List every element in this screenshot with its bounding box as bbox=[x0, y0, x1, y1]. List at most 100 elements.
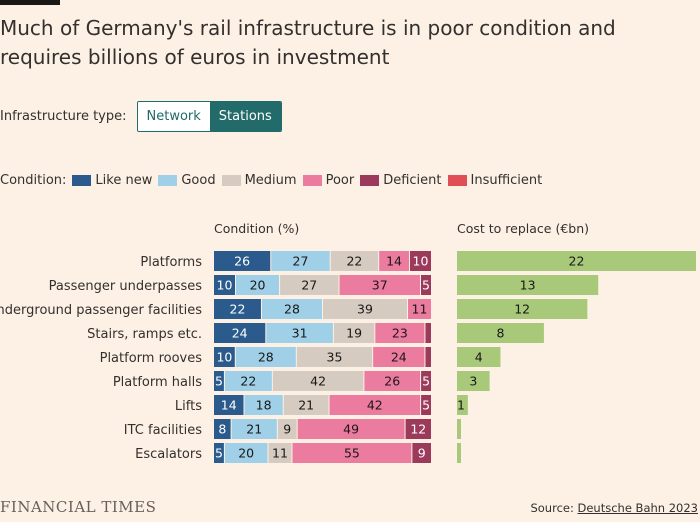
condition-bar-lifts-poor bbox=[329, 395, 421, 415]
condition-bar-stairs-ramps-etc-good bbox=[266, 323, 333, 343]
condition-bar-passenger-underpasses-good bbox=[236, 275, 280, 295]
condition-bar-platform-halls-like-new bbox=[214, 371, 224, 391]
legend-swatch bbox=[221, 174, 241, 186]
condition-bar-platform-rooves-good bbox=[235, 347, 296, 367]
condition-bar-underground-passenger-facilities-medium bbox=[323, 299, 408, 319]
infrastructure-type-label: Infrastructure type: bbox=[0, 108, 127, 124]
cost-value-label: 12 bbox=[514, 302, 530, 317]
condition-value-label: 5 bbox=[215, 374, 223, 389]
condition-bar-escalators-deficient bbox=[412, 443, 431, 463]
condition-value-label: 19 bbox=[346, 326, 362, 341]
condition-bar-platform-rooves-like-new bbox=[214, 347, 235, 367]
condition-value-label: 28 bbox=[258, 350, 274, 365]
infrastructure-toggle: Network Stations bbox=[136, 100, 282, 132]
cost-bar-itc-facilities bbox=[457, 419, 461, 439]
condition-bar-passenger-underpasses-deficient bbox=[420, 275, 431, 295]
condition-value-label: 24 bbox=[232, 326, 248, 341]
condition-bar-escalators-good bbox=[224, 443, 268, 463]
condition-bar-platform-halls-deficient bbox=[421, 371, 431, 391]
condition-value-label: 5 bbox=[422, 278, 430, 293]
legend-title: Condition: bbox=[0, 172, 67, 188]
condition-value-label: 42 bbox=[310, 374, 326, 389]
cost-bar-platform-rooves bbox=[457, 347, 501, 367]
condition-chart-title: Condition (%) bbox=[214, 221, 299, 236]
cost-bar-passenger-underpasses bbox=[457, 275, 599, 295]
condition-value-label: 5 bbox=[215, 446, 223, 461]
legend-swatch bbox=[72, 174, 92, 186]
cost-value-label: 22 bbox=[569, 254, 585, 269]
condition-value-label: 9 bbox=[283, 422, 291, 437]
cost-value-label: 3 bbox=[469, 374, 477, 389]
source-link[interactable]: Deutsche Bahn 2023 bbox=[577, 501, 699, 515]
cost-bar-platform-halls bbox=[457, 371, 490, 391]
condition-value-label: 39 bbox=[357, 302, 373, 317]
condition-bar-stairs-ramps-etc-poor bbox=[375, 323, 425, 343]
condition-value-label: 5 bbox=[422, 398, 430, 413]
cost-chart-title: Cost to replace (€bn) bbox=[457, 221, 589, 236]
condition-value-label: 8 bbox=[218, 422, 226, 437]
ft-logo: FINANCIAL TIMES bbox=[0, 498, 157, 516]
condition-bar-itc-facilities-deficient bbox=[405, 419, 431, 439]
condition-value-label: 9 bbox=[418, 446, 426, 461]
condition-value-label: 23 bbox=[392, 326, 408, 341]
cost-value-label: 4 bbox=[475, 350, 483, 365]
source-prefix: Source: bbox=[530, 501, 578, 515]
condition-bar-passenger-underpasses-medium bbox=[280, 275, 339, 295]
cost-bar-escalators bbox=[457, 443, 461, 463]
legend-item-good: Good bbox=[158, 173, 216, 188]
toggle-stations-button[interactable]: Stations bbox=[209, 101, 281, 131]
condition-value-label: 35 bbox=[327, 350, 343, 365]
condition-bar-itc-facilities-medium bbox=[277, 419, 297, 439]
cost-bar-lifts bbox=[457, 395, 468, 415]
legend-swatch bbox=[360, 174, 380, 186]
category-label-escalators: Escalators bbox=[135, 447, 202, 462]
condition-value-label: 31 bbox=[292, 326, 308, 341]
condition-value-label: 28 bbox=[284, 302, 300, 317]
condition-value-label: 21 bbox=[298, 398, 314, 413]
legend-label: Like new bbox=[95, 172, 153, 188]
condition-bar-escalators-like-new bbox=[214, 443, 224, 463]
condition-value-label: 22 bbox=[240, 374, 256, 389]
condition-bar-platform-halls-good bbox=[224, 371, 272, 391]
condition-value-label: 14 bbox=[386, 254, 402, 269]
chart-title: Much of Germany's rail infrastructure is… bbox=[0, 16, 616, 69]
legend-item-insufficient: Insufficient bbox=[447, 173, 542, 188]
condition-legend: Condition: Like new Good Medium Poor Def… bbox=[0, 171, 548, 189]
category-label-passenger-underpasses: Passenger underpasses bbox=[49, 279, 203, 294]
cost-value-label: 8 bbox=[496, 326, 504, 341]
condition-value-label: 10 bbox=[217, 278, 233, 293]
condition-bar-stairs-ramps-etc-deficient bbox=[425, 323, 431, 343]
legend-label: Medium bbox=[244, 172, 297, 188]
condition-value-label: 27 bbox=[301, 278, 317, 293]
condition-value-label: 24 bbox=[391, 350, 407, 365]
condition-bar-lifts-deficient bbox=[421, 395, 431, 415]
condition-bar-platform-halls-poor bbox=[364, 371, 421, 391]
condition-value-label: 55 bbox=[344, 446, 360, 461]
toggle-network-button[interactable]: Network bbox=[137, 101, 210, 131]
legend-item-like-new: Like new bbox=[72, 173, 152, 188]
condition-value-label: 22 bbox=[230, 302, 246, 317]
legend-label: Deficient bbox=[383, 172, 442, 188]
legend-item-deficient: Deficient bbox=[360, 172, 442, 188]
condition-value-label: 42 bbox=[367, 398, 383, 413]
category-label-lifts: Lifts bbox=[175, 399, 202, 414]
condition-value-label: 21 bbox=[246, 422, 262, 437]
condition-value-label: 10 bbox=[413, 254, 429, 269]
legend-item-poor: Poor bbox=[302, 173, 354, 188]
condition-bar-platforms-good bbox=[271, 251, 330, 271]
condition-bar-platform-rooves-medium bbox=[296, 347, 373, 367]
condition-bar-platform-halls-medium bbox=[272, 371, 364, 391]
condition-bar-underground-passenger-facilities-poor bbox=[408, 299, 431, 319]
cost-bar-platforms bbox=[457, 251, 696, 271]
condition-bar-platform-rooves-poor bbox=[373, 347, 425, 367]
condition-value-label: 11 bbox=[412, 302, 428, 317]
infrastructure-type-control: Infrastructure type: Network Stations bbox=[0, 100, 282, 132]
condition-bar-escalators-medium bbox=[268, 443, 292, 463]
condition-bar-underground-passenger-facilities-good bbox=[261, 299, 322, 319]
legend-item-medium: Medium bbox=[221, 172, 297, 188]
condition-bar-escalators-poor bbox=[292, 443, 412, 463]
condition-value-label: 49 bbox=[343, 422, 359, 437]
condition-value-label: 20 bbox=[238, 446, 254, 461]
cost-bar-underground-passenger-facilities bbox=[457, 299, 588, 319]
